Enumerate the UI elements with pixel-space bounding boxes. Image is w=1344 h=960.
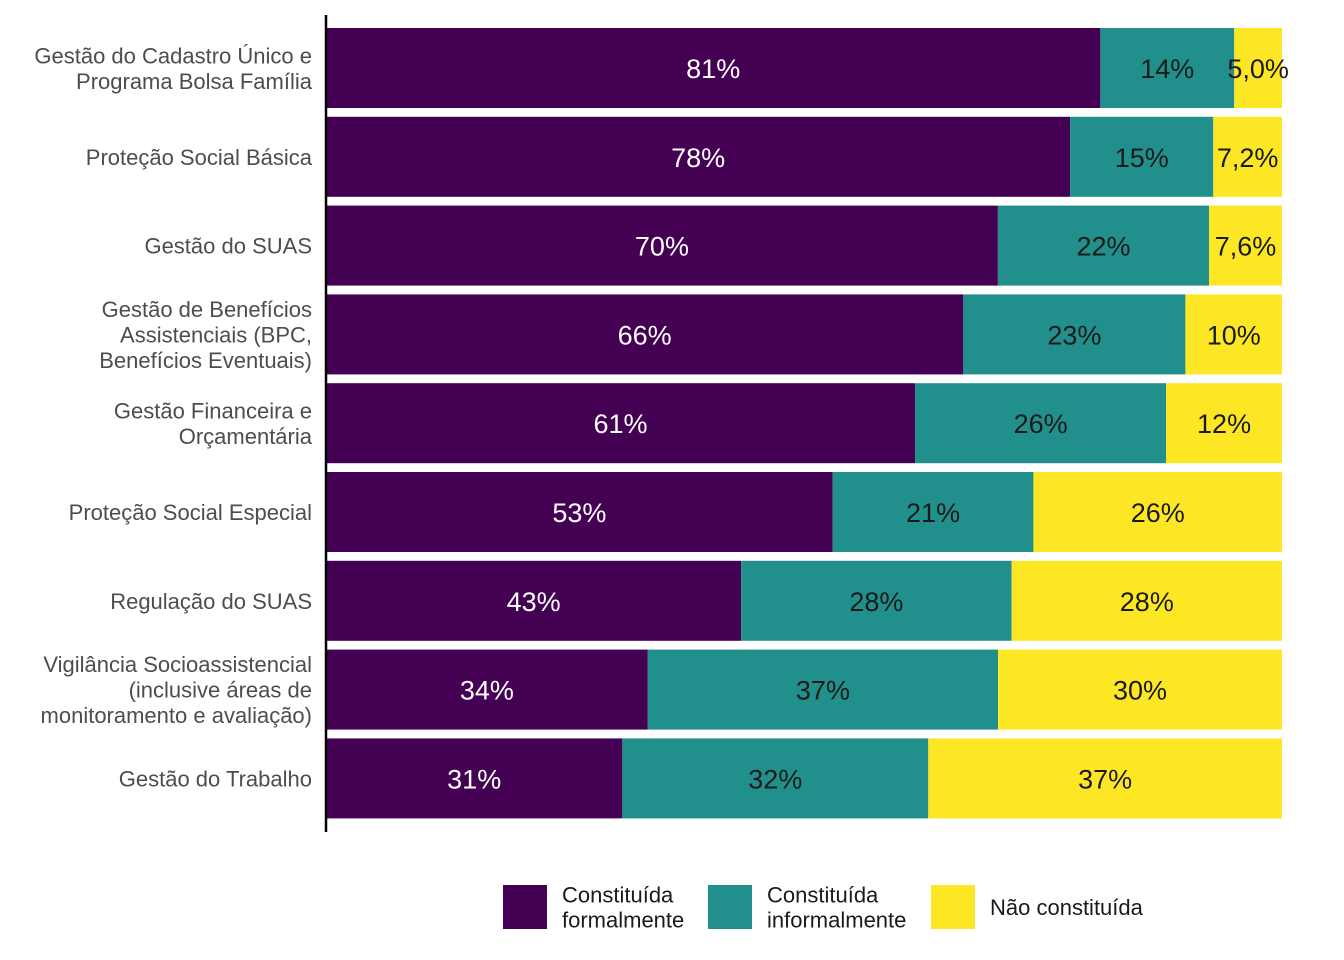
legend-label: Constituída [562, 883, 674, 908]
category-label: monitoramento e avaliação) [41, 703, 312, 728]
bar-segment [963, 294, 1186, 375]
bar-segment [1213, 116, 1282, 197]
category-label: Vigilância Socioassistencial [43, 652, 312, 677]
bar-value-label: 12% [1197, 409, 1251, 439]
bar-segment [326, 116, 1071, 197]
bars-layer: 81% 14% 5,0% 78% 15% 7,2% 70% 22% 7,6% 66% 23% 10% 6… [326, 28, 1289, 819]
bar-value-label: 30% [1113, 676, 1167, 706]
bar-value-label: 22% [1076, 232, 1130, 262]
bar-value-label: 37% [796, 676, 850, 706]
category-label: Programa Bolsa Família [76, 69, 313, 94]
legend-label: Não constituída [990, 895, 1144, 920]
bar-segment [1185, 294, 1282, 375]
legend-swatch [708, 885, 752, 929]
legend-swatch [503, 885, 547, 929]
bar-segment [1209, 205, 1282, 286]
bar-segment [326, 205, 998, 286]
bar-value-label: 28% [849, 587, 903, 617]
bar-value-label: 26% [1014, 409, 1068, 439]
legend: ConstituídaformalmenteConstituídainforma… [503, 883, 1144, 933]
bar-segment [1033, 472, 1282, 552]
bar-segment [326, 738, 623, 819]
bar-segment [326, 560, 742, 641]
bar-segment [928, 738, 1282, 819]
bar-segment [1011, 560, 1282, 641]
category-label: Gestão do Cadastro Único e [34, 43, 312, 68]
bar-value-label: 81% [686, 54, 740, 84]
bar-segment [326, 28, 1101, 108]
bar-segment [832, 472, 1034, 552]
bar-segment [741, 560, 1012, 641]
legend-label: formalmente [562, 908, 684, 933]
category-label: Gestão de Benefícios [102, 297, 312, 322]
legend-label: Constituída [767, 883, 879, 908]
bar-segment [998, 649, 1282, 730]
category-label: Gestão Financeira e [114, 398, 312, 423]
category-label: Assistenciais (BPC, [120, 322, 312, 347]
bar-value-label: 66% [618, 320, 672, 350]
category-label: (inclusive áreas de [129, 678, 312, 703]
bar-value-label: 43% [507, 587, 561, 617]
bar-segment [1166, 383, 1282, 464]
category-label: Orçamentária [179, 424, 313, 449]
bar-value-label: 7,6% [1215, 232, 1277, 262]
category-label: Gestão do Trabalho [119, 766, 312, 791]
bar-segment [1070, 116, 1214, 197]
bar-value-label: 14% [1140, 54, 1194, 84]
category-label: Benefícios Eventuais) [99, 348, 312, 373]
bar-segment [1100, 28, 1235, 108]
bar-value-label: 21% [906, 498, 960, 528]
bar-segment [622, 738, 929, 819]
bar-segment [326, 649, 648, 730]
category-label: Regulação do SUAS [110, 589, 312, 614]
bar-value-label: 37% [1078, 764, 1132, 794]
bar-value-label: 70% [635, 232, 689, 262]
legend-swatch [931, 885, 975, 929]
bar-value-label: 23% [1047, 320, 1101, 350]
bar-value-label: 53% [552, 498, 606, 528]
bar-segment [915, 383, 1167, 464]
category-label: Proteção Social Básica [86, 145, 313, 170]
bar-segment [326, 294, 964, 375]
bar-value-label: 26% [1131, 498, 1185, 528]
category-label: Gestão do SUAS [144, 234, 312, 259]
bar-segment [647, 649, 999, 730]
bar-value-label: 15% [1115, 143, 1169, 173]
bar-segment [326, 472, 833, 552]
bar-value-label: 10% [1207, 320, 1261, 350]
bar-value-label: 7,2% [1217, 143, 1279, 173]
bar-value-label: 78% [671, 143, 725, 173]
bar-value-label: 61% [594, 409, 648, 439]
bar-value-label: 32% [748, 764, 802, 794]
bar-segment [326, 383, 916, 464]
bar-value-label: 31% [447, 764, 501, 794]
bar-segment [997, 205, 1210, 286]
bar-value-label: 34% [460, 676, 514, 706]
bar-value-label: 5,0% [1227, 54, 1289, 84]
bar-segment [1234, 28, 1282, 108]
bar-value-label: 28% [1120, 587, 1174, 617]
category-label: Proteção Social Especial [69, 500, 312, 525]
legend-label: informalmente [767, 908, 906, 933]
